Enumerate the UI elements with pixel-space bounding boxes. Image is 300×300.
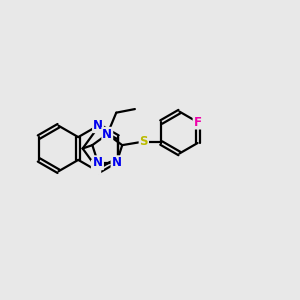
Text: N: N: [102, 128, 112, 141]
Text: F: F: [194, 116, 202, 129]
Text: N: N: [93, 119, 103, 132]
Text: S: S: [92, 160, 100, 173]
Text: S: S: [140, 135, 148, 148]
Text: N: N: [112, 156, 122, 169]
Text: N: N: [93, 156, 103, 169]
